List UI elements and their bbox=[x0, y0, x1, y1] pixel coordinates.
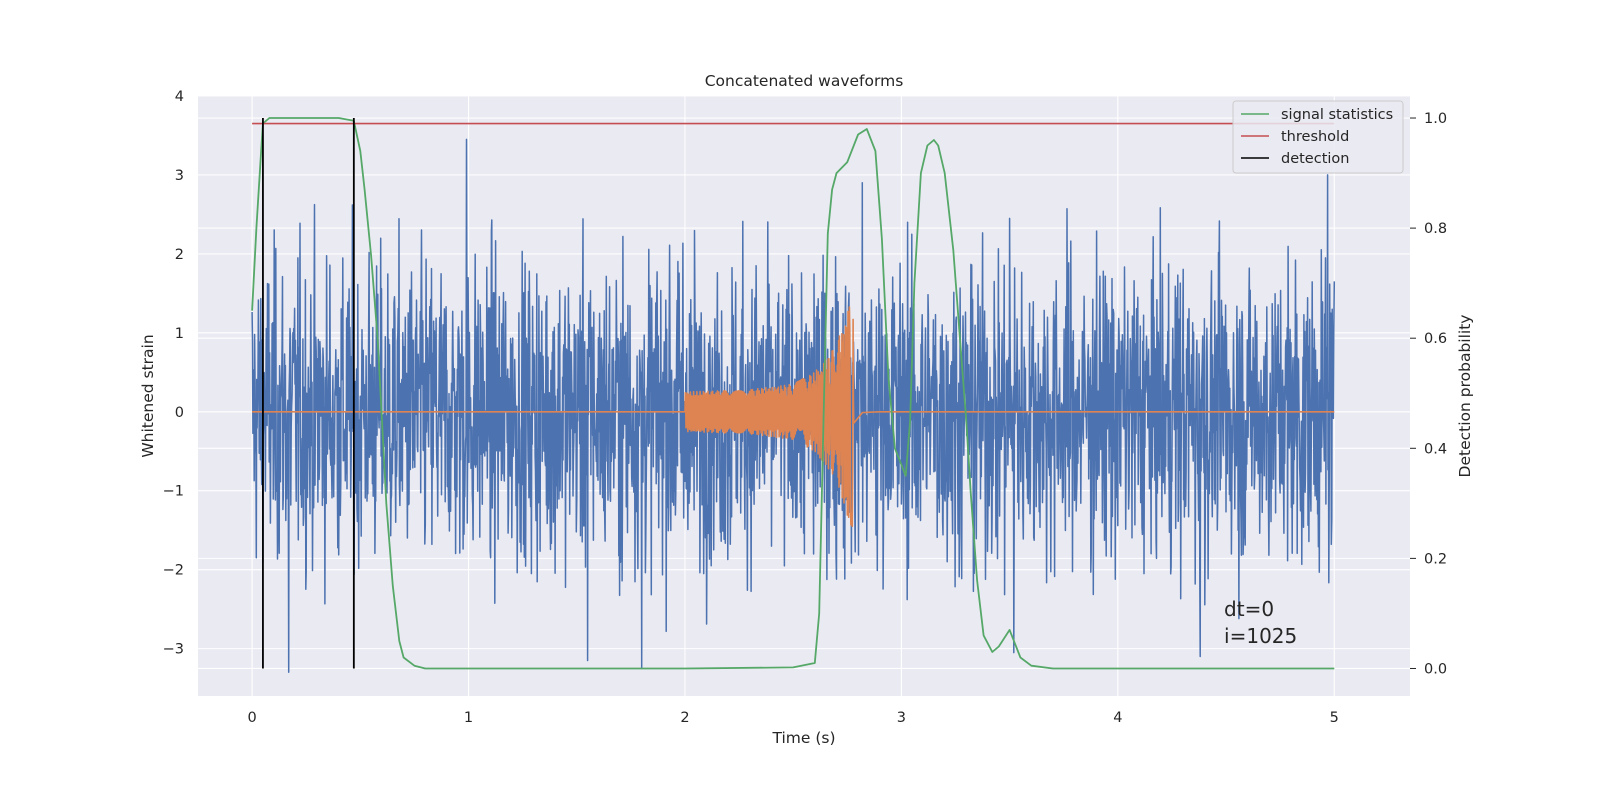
series-whitened-strain-noise bbox=[251, 138, 1336, 674]
y-left-ticks: −3 −2 −1 0 1 2 3 4 bbox=[163, 89, 184, 658]
x-tick-label: 0 bbox=[247, 710, 256, 726]
annotation: dt=0 i=1025 bbox=[1224, 597, 1297, 648]
y-right-tick-label: 1.0 bbox=[1424, 111, 1447, 127]
chart-title: Concatenated waveforms bbox=[705, 72, 904, 90]
y-left-tick-label: 0 bbox=[175, 405, 184, 421]
legend-label-threshold: threshold bbox=[1281, 129, 1349, 145]
annotation-dt: dt=0 bbox=[1224, 597, 1274, 621]
y-left-tick-label: −3 bbox=[163, 642, 184, 658]
legend-box bbox=[1232, 100, 1404, 174]
y-left-tick-label: 4 bbox=[175, 89, 184, 105]
y-left-tick-label: 3 bbox=[175, 168, 184, 184]
y-left-tick-label: 1 bbox=[175, 326, 184, 342]
series-signal-statistics bbox=[251, 117, 1335, 670]
x-axis-label: Time (s) bbox=[771, 729, 835, 747]
y-right-ticks: 0.0 0.2 0.4 0.6 0.8 1.0 bbox=[1410, 111, 1447, 677]
legend-label-signal-statistics: signal statistics bbox=[1281, 107, 1393, 123]
x-ticks: 0 1 2 3 4 5 bbox=[247, 710, 1338, 726]
y-axis-label-right: Detection probability bbox=[1456, 315, 1474, 478]
y-right-tick-label: 0.8 bbox=[1424, 221, 1447, 237]
y-right-tick-label: 0.2 bbox=[1424, 551, 1447, 567]
y-right-tick-label: 0.6 bbox=[1424, 331, 1447, 347]
x-tick-label: 3 bbox=[897, 710, 906, 726]
y-right-tick-label: 0.4 bbox=[1424, 441, 1447, 457]
x-tick-label: 1 bbox=[464, 710, 473, 726]
y-left-tick-label: 2 bbox=[175, 247, 184, 263]
x-tick-label: 5 bbox=[1330, 710, 1339, 726]
y-left-tick-label: −1 bbox=[163, 484, 184, 500]
x-tick-label: 4 bbox=[1113, 710, 1122, 726]
x-tick-label: 2 bbox=[680, 710, 689, 726]
y-left-tick-label: −2 bbox=[163, 563, 184, 579]
legend-label-detection: detection bbox=[1281, 151, 1349, 167]
y-axis-label-left: Whitened strain bbox=[139, 334, 157, 457]
series-layer bbox=[251, 117, 1336, 674]
annotation-index: i=1025 bbox=[1224, 624, 1297, 648]
series-chirp-signal bbox=[251, 306, 1335, 528]
y-right-tick-label: 0.0 bbox=[1424, 661, 1447, 677]
legend: signal statistics threshold detection bbox=[1232, 100, 1404, 174]
